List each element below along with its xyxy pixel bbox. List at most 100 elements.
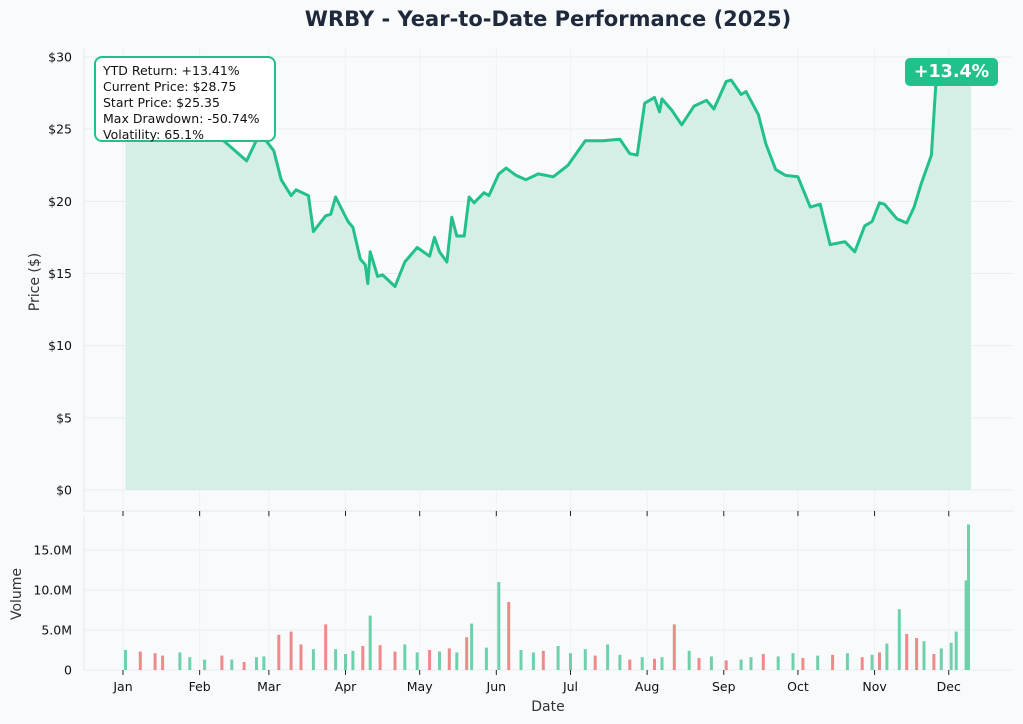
- volume-bar: [905, 634, 909, 670]
- volume-bar: [885, 643, 889, 670]
- volume-bar: [368, 615, 372, 670]
- date-tick-label: Mar: [257, 679, 281, 694]
- volume-bar: [428, 650, 432, 670]
- volume-bar: [653, 658, 656, 670]
- volume-bar: [949, 642, 953, 670]
- volume-bar: [660, 657, 664, 670]
- volume-bar: [438, 651, 441, 670]
- volume-bar: [697, 658, 701, 670]
- date-tick-label: Oct: [787, 679, 809, 694]
- volume-axis-title: Volume: [9, 568, 25, 620]
- volume-bar: [519, 650, 523, 670]
- volume-bar: [761, 654, 765, 670]
- volume-bar: [816, 655, 820, 670]
- volume-tick-label: 5.0M: [41, 623, 72, 638]
- max-drawdown-stat: Max Drawdown: -50.74%: [103, 111, 260, 126]
- volume-bar: [964, 580, 968, 670]
- volume-bar: [739, 659, 743, 670]
- date-tick-label: Jan: [112, 679, 132, 694]
- volume-bar: [897, 609, 901, 670]
- volume-bar: [262, 656, 266, 670]
- volume-bar: [415, 652, 419, 670]
- volume-bar: [403, 644, 407, 670]
- volume-bar: [593, 655, 597, 670]
- volume-bar: [569, 653, 572, 670]
- date-tick-label: Jul: [562, 679, 578, 694]
- volume-bar: [967, 524, 970, 670]
- volume-tick-label: 10.0M: [33, 583, 72, 598]
- volume-bar: [465, 637, 469, 670]
- price-area-fill: [125, 75, 971, 490]
- date-tick-label: Jun: [486, 679, 507, 694]
- volatility-stat: Volatility: 65.1%: [103, 127, 204, 142]
- return-badge: +13.4%: [905, 58, 998, 86]
- stats-box: YTD Return: +13.41% Current Price: $28.7…: [94, 56, 276, 142]
- volume-bar: [915, 638, 919, 670]
- volume-bar: [687, 650, 691, 670]
- price-tick-label: $0: [56, 483, 72, 498]
- volume-bar: [801, 658, 805, 670]
- volume-bar: [230, 659, 234, 670]
- volume-bar: [556, 646, 560, 670]
- volume-bar: [277, 634, 281, 670]
- volume-bar: [878, 652, 881, 670]
- volume-bar: [299, 644, 303, 670]
- volume-bar: [361, 646, 365, 670]
- volume-bar: [447, 648, 451, 670]
- date-tick-label: Dec: [937, 679, 961, 694]
- volume-bar: [188, 657, 192, 670]
- volume-bar: [484, 647, 488, 670]
- date-tick-label: Apr: [335, 679, 357, 694]
- current-price-stat: Current Price: $28.75: [103, 79, 237, 94]
- volume-bar: [870, 654, 874, 670]
- volume-bar: [289, 631, 293, 670]
- price-tick-label: $5: [56, 410, 72, 425]
- volume-bar: [203, 659, 207, 670]
- volume-bar: [497, 582, 501, 670]
- price-axis-title: Price ($): [27, 253, 43, 311]
- volume-bar: [138, 651, 142, 670]
- volume-panel: 0 5.0M 10.0M 15.0M Jan Feb Mar Apr May Jun Jul Aug…: [9, 516, 1013, 715]
- ytd-return-stat: YTD Return: +13.41%: [103, 63, 240, 78]
- volume-bar: [178, 652, 182, 670]
- volume-bar: [791, 653, 795, 670]
- date-tick-label: May: [407, 679, 433, 694]
- volume-bar: [606, 644, 610, 670]
- volume-bar: [507, 602, 511, 670]
- volume-bar: [255, 657, 258, 670]
- volume-bars: [124, 524, 970, 670]
- volume-bar: [939, 648, 943, 670]
- date-tick-label: Feb: [189, 679, 211, 694]
- date-tick-label: Nov: [862, 679, 887, 694]
- price-tick-label: $10: [48, 338, 72, 353]
- volume-bar: [618, 654, 622, 670]
- volume-bar: [583, 649, 587, 670]
- volume-bar: [831, 654, 835, 670]
- volume-bar: [378, 645, 382, 670]
- volume-bar: [628, 659, 632, 670]
- volume-bar: [541, 650, 545, 670]
- price-tick-label: $20: [48, 194, 72, 209]
- volume-bar: [749, 657, 753, 670]
- volume-bar: [124, 650, 127, 670]
- price-tick-label: $30: [48, 50, 72, 65]
- price-tick-label: $25: [48, 122, 72, 137]
- volume-bar: [954, 631, 958, 670]
- price-axis-ticks: $0 $5 $10 $15 $20 $25 $30: [48, 50, 72, 498]
- volume-bar: [672, 624, 676, 670]
- volume-bar: [220, 655, 224, 670]
- start-price-stat: Start Price: $25.35: [103, 95, 220, 110]
- volume-axis-ticks: 0 5.0M 10.0M 15.0M: [33, 543, 72, 678]
- volume-bar: [640, 657, 644, 670]
- volume-bar: [161, 655, 165, 670]
- volume-bar: [455, 652, 459, 670]
- volume-bar: [709, 656, 713, 670]
- volume-bar: [311, 649, 315, 670]
- date-tick-label: Sep: [712, 679, 736, 694]
- volume-bar: [922, 641, 926, 670]
- volume-bar: [860, 657, 864, 670]
- price-tick-label: $15: [48, 266, 72, 281]
- volume-bar: [470, 623, 474, 670]
- volume-bar: [724, 660, 728, 670]
- volume-bar: [393, 651, 397, 670]
